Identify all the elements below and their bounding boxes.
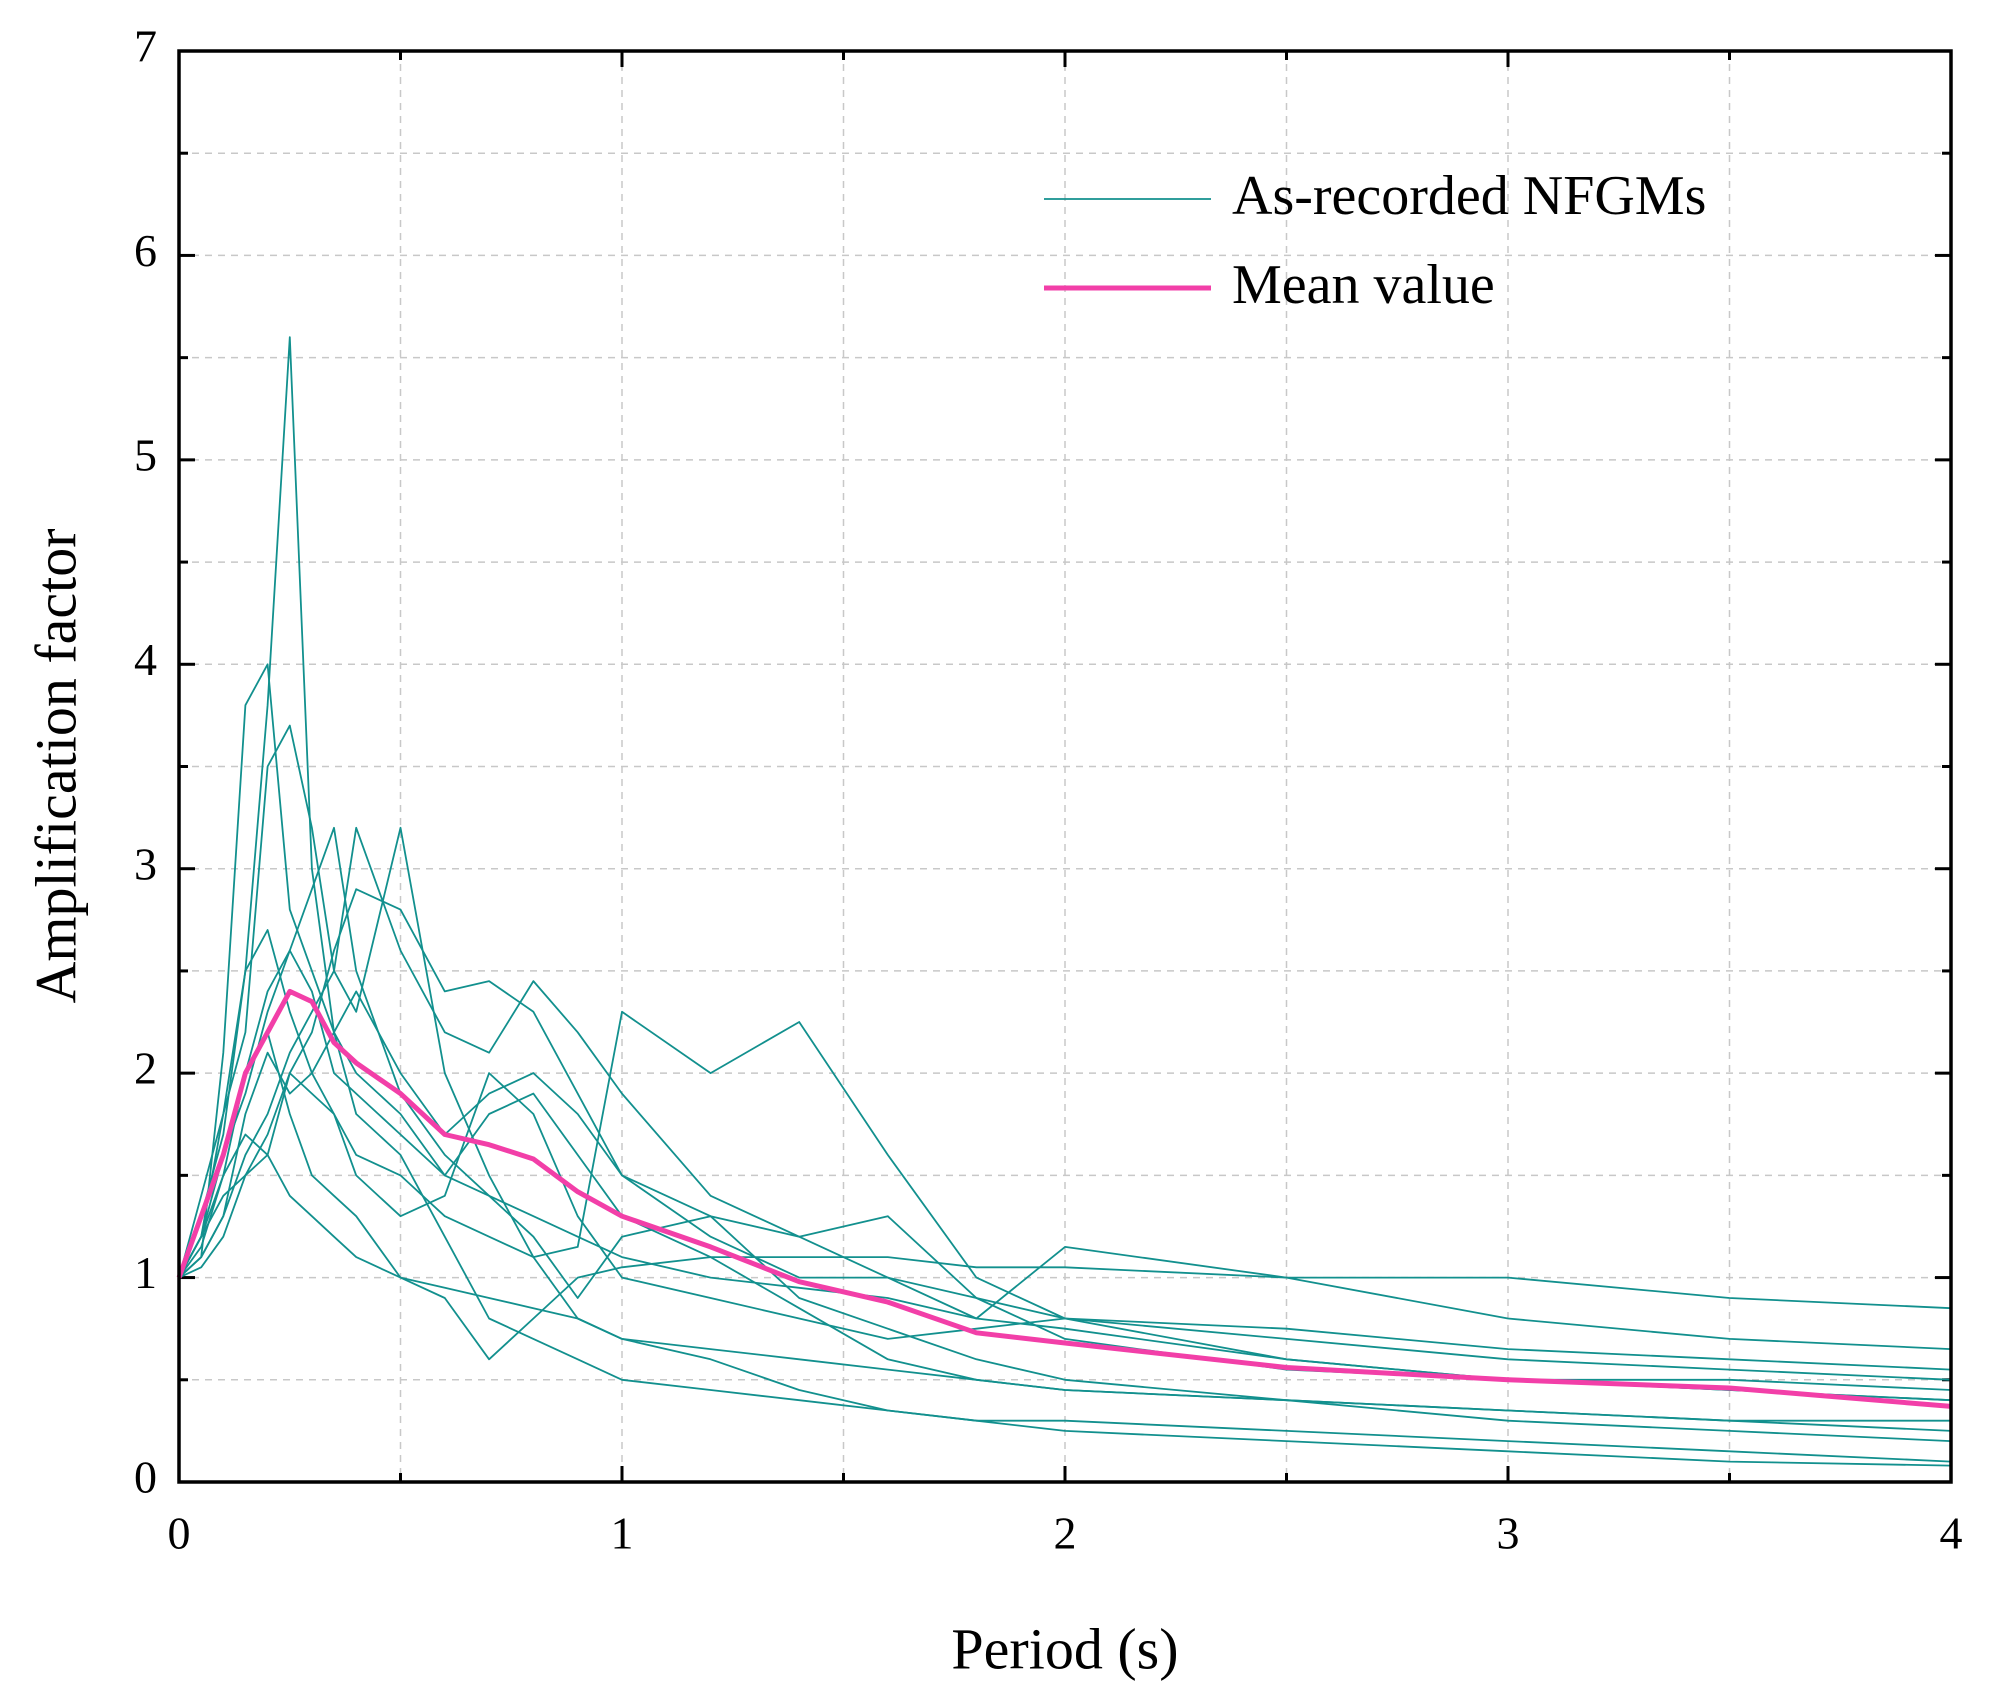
x-tick-label: 4	[1940, 1508, 1963, 1559]
x-tick-label: 2	[1054, 1508, 1077, 1559]
legend-label: Mean value	[1232, 254, 1495, 316]
series-line	[178, 888, 1952, 1391]
series-line	[178, 826, 1952, 1402]
y-tick-label: 1	[134, 1247, 157, 1298]
y-tick-label: 0	[134, 1452, 157, 1503]
y-tick-label: 4	[134, 634, 157, 685]
series-line	[176, 988, 1952, 1409]
x-tick-label: 1	[611, 1508, 634, 1559]
x-axis-label: Period (s)	[951, 1616, 1178, 1681]
y-tick-label: 2	[134, 1043, 157, 1094]
y-axis-label: Amplification factor	[23, 528, 88, 1003]
y-tick-label: 7	[134, 21, 157, 72]
y-tick-label: 5	[134, 429, 157, 480]
series-line	[178, 949, 1951, 1422]
series-line	[178, 336, 1952, 1402]
plot-frame	[177, 49, 1953, 1484]
series-line	[178, 1154, 1952, 1467]
series-line	[178, 1031, 1952, 1463]
series-line	[178, 826, 1952, 1350]
series-line	[178, 1010, 1952, 1381]
series-line	[178, 663, 1952, 1442]
series-line	[178, 929, 1952, 1371]
legend-label: As-recorded NFGMs	[1232, 165, 1706, 227]
y-tick-label: 6	[134, 225, 157, 276]
x-tick-label: 0	[168, 1508, 191, 1559]
x-tick-label: 3	[1497, 1508, 1520, 1559]
y-tick-label: 3	[134, 838, 157, 889]
